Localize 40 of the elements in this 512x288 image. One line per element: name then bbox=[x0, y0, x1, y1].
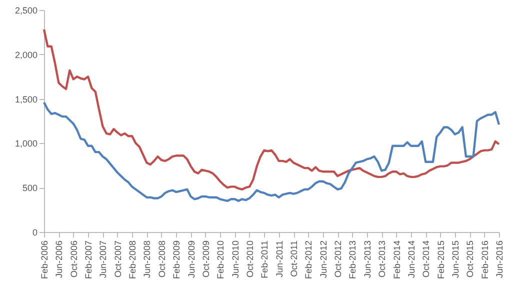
x-tick-label: Jun-2011 bbox=[274, 240, 284, 278]
y-tick-label: 1,500 bbox=[14, 94, 38, 104]
y-tick-label: 2,500 bbox=[14, 6, 38, 16]
x-tick-label: Feb-2016 bbox=[480, 240, 490, 280]
y-tick-label: 1,000 bbox=[14, 138, 38, 149]
x-tick-label: Jun-2016 bbox=[494, 240, 504, 278]
x-tick-label: Feb-2008 bbox=[128, 240, 138, 280]
x-tick-label: Oct-2010 bbox=[244, 240, 255, 278]
x-tick-label: Oct-2006 bbox=[68, 240, 79, 278]
x-tick-label: Feb-2013 bbox=[348, 240, 358, 280]
x-tick-label: Oct-2007 bbox=[112, 240, 123, 278]
x-tick-label: Jun-2014 bbox=[406, 240, 416, 278]
x-tick-label: Feb-2007 bbox=[84, 240, 94, 280]
y-tick-label: 500 bbox=[22, 183, 38, 194]
x-tick-label: Jun-2015 bbox=[450, 240, 460, 278]
x-tick-label: Jun-2013 bbox=[362, 240, 372, 278]
x-tick-label: Oct-2012 bbox=[333, 240, 344, 278]
y-tick-label: 0 bbox=[32, 228, 38, 238]
x-tick-label: Oct-2008 bbox=[156, 240, 167, 278]
x-tick-label: Oct-2015 bbox=[465, 240, 476, 278]
y-tick-label: 2,000 bbox=[14, 50, 38, 60]
x-tick-label: Feb-2011 bbox=[260, 240, 270, 278]
x-tick-label: Feb-2009 bbox=[172, 240, 182, 280]
x-tick-label: Jun-2008 bbox=[142, 240, 152, 278]
x-tick-label: Feb-2012 bbox=[304, 240, 314, 280]
x-tick-label: Oct-2009 bbox=[200, 240, 211, 278]
line-series bbox=[42, 28, 500, 190]
x-tick-label: Feb-2010 bbox=[216, 240, 226, 280]
x-tick-label: Jun-2009 bbox=[186, 240, 196, 278]
line-series bbox=[42, 101, 500, 202]
x-tick-label: Oct-2014 bbox=[421, 240, 432, 278]
x-tick-label: Feb-2006 bbox=[40, 240, 50, 280]
x-tick-label: Feb-2015 bbox=[436, 240, 446, 280]
x-tick-label: Jun-2010 bbox=[230, 240, 240, 278]
x-tick-label: Jun-2006 bbox=[54, 240, 64, 278]
x-tick-label: Oct-2013 bbox=[377, 240, 388, 278]
x-tick-label: Jun-2012 bbox=[318, 240, 328, 278]
x-tick-label: Feb-2014 bbox=[392, 240, 402, 280]
x-tick-label: Jun-2007 bbox=[98, 240, 108, 278]
x-tick-label: Oct-2011 bbox=[289, 240, 300, 277]
